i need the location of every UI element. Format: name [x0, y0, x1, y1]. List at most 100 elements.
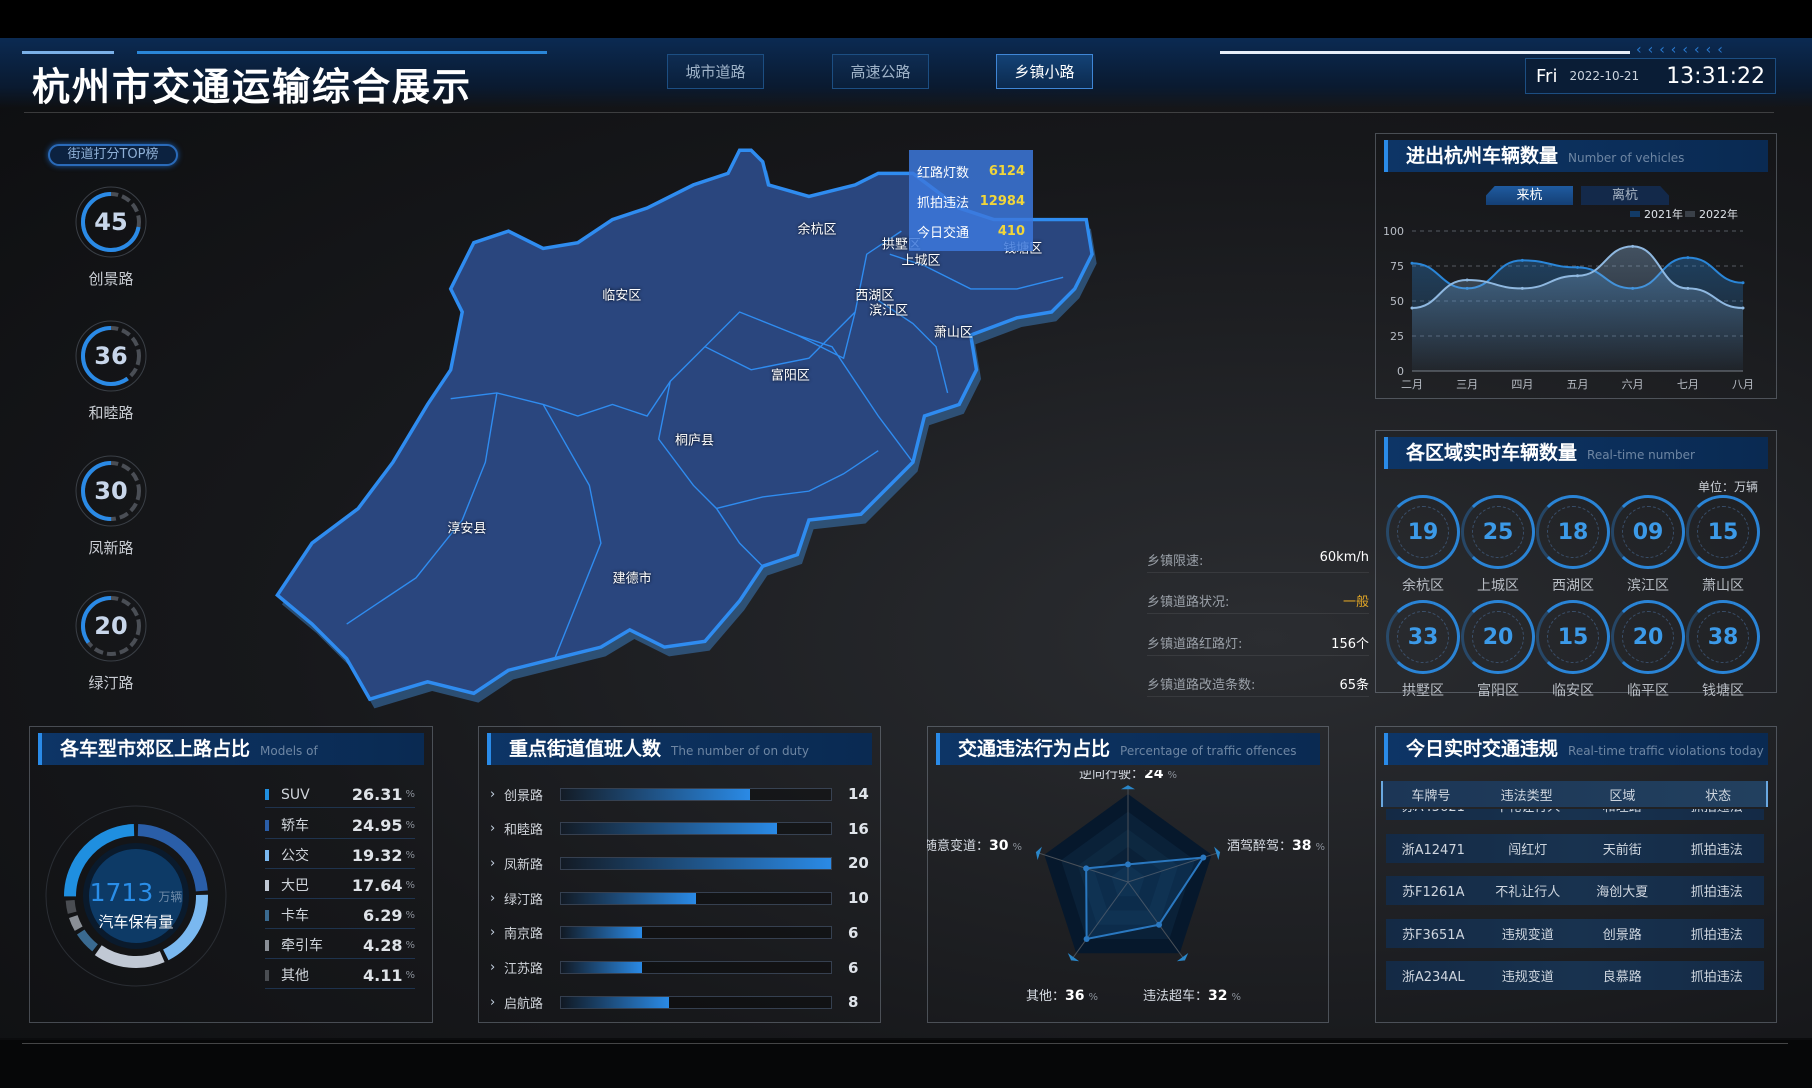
score-value: 20	[94, 612, 127, 640]
region-value: 09	[1611, 495, 1685, 569]
tab-incoming[interactable]: 来杭	[1486, 186, 1573, 205]
total-value: 1713	[89, 878, 154, 907]
bar-row: › 和睦路 16	[490, 819, 870, 839]
panel-header: 今日实时交通违规 Real-time traffic violations tod…	[1384, 733, 1768, 765]
chevron-right-icon: ›	[490, 890, 496, 906]
data-point	[1520, 258, 1524, 262]
vehicles-panel: 进出杭州车辆数量 Number of vehicles 来杭 离杭	[1375, 133, 1777, 399]
region-name: 拱墅区	[1402, 683, 1444, 699]
radar-label-unit: %	[1168, 770, 1178, 781]
bar-value: 16	[848, 819, 869, 838]
region-value: 38	[1686, 600, 1760, 674]
legend-label: SUV	[281, 786, 310, 803]
street-name: 创景路	[88, 270, 134, 288]
donut-center: 1713 万辆 汽车保有量	[66, 878, 206, 932]
map-district-label: 滨江区	[869, 303, 909, 319]
score-ring: 30	[75, 455, 147, 527]
legend-label: 2022年	[1699, 207, 1738, 221]
score-ring: 36	[75, 320, 147, 392]
bar-fill	[561, 996, 669, 1008]
x-tick-label: 六月	[1622, 378, 1644, 391]
x-tick-label: 七月	[1677, 378, 1699, 391]
radar-axis	[1127, 881, 1186, 961]
legend-marker	[265, 909, 269, 921]
table-cell: 不礼让行人	[1495, 885, 1561, 900]
axis-arrow-icon	[1176, 952, 1189, 962]
tooltip-label: 今日交通	[917, 225, 970, 241]
chevron-right-icon: ›	[490, 925, 496, 941]
legend-item: 卡车 6.29%	[265, 905, 415, 929]
bar-fill	[561, 962, 642, 973]
radar-label-name: 酒驾醉驾	[1227, 838, 1279, 854]
street-score-item: 30 凤新路	[73, 453, 149, 558]
bar-label: 和睦路	[504, 823, 544, 839]
radar-label-unit: %	[1089, 992, 1099, 1003]
table-cell: 浙A12471	[1401, 842, 1465, 858]
legend-value: 4.28	[363, 935, 403, 955]
tab-outgoing[interactable]: 离杭	[1581, 186, 1669, 205]
info-value: 一般	[1342, 595, 1369, 610]
duty-panel: 重点街道值班人数 The number of on duty	[478, 726, 881, 1023]
data-point	[1465, 278, 1469, 282]
map-district-label: 临安区	[602, 288, 642, 304]
info-row: 乡镇道路红路灯: 156个	[1147, 633, 1369, 656]
table-row[interactable]: 浙A234AL 违规变道 良慕路 抓拍违法	[1386, 961, 1764, 990]
district-borders	[346, 230, 1064, 659]
bar-label: 创景路	[504, 788, 544, 804]
tooltip-label: 抓拍违法	[917, 195, 970, 211]
radar-label: 逆向行驶：24%	[1079, 770, 1177, 782]
region-value: 20	[1611, 600, 1685, 674]
donut-slice-牵引车	[69, 915, 83, 931]
panel-header: 各区域实时车辆数量 Real-time number	[1384, 437, 1768, 469]
map-district-label: 建德市	[612, 571, 652, 587]
legend-percent-sign: %	[405, 879, 415, 891]
region-name: 萧山区	[1702, 578, 1744, 594]
street-top-label: 街道打分TOP榜	[48, 144, 178, 166]
series-area	[1412, 246, 1743, 371]
bar-label: 江苏路	[504, 962, 544, 977]
tab-highway[interactable]: 高速公路	[832, 54, 929, 89]
legend-value: 4.11	[363, 965, 403, 985]
tab-city-road[interactable]: 城市道路	[667, 54, 764, 89]
bar-fill	[561, 857, 831, 869]
panel-title: 今日实时交通违规	[1406, 738, 1559, 760]
tab-town-road[interactable]: 乡镇小路	[996, 54, 1093, 89]
tooltip-row: 红路灯数 6124	[917, 156, 1025, 186]
table-row[interactable]: 苏F1261A 不礼让行人 海创大夏 抓拍违法	[1386, 876, 1764, 905]
table-cell: 和睦路	[1575, 809, 1670, 815]
map-district-label: 富阳区	[770, 368, 810, 384]
table-row[interactable]: 苏F3651A 违规变道 创景路 抓拍违法	[1386, 918, 1764, 948]
street-name: 绿汀路	[88, 674, 134, 692]
clock: Fri 2022-10-21 13:31:22	[1525, 58, 1776, 94]
data-point	[1410, 306, 1414, 310]
radar-label: 酒驾醉驾：38%	[1227, 838, 1325, 854]
region-value: 15	[1536, 600, 1610, 674]
table-cell: 苏A45621	[1386, 809, 1481, 815]
info-row: 乡镇道路改造条数: 65条	[1147, 674, 1369, 697]
bar-track	[560, 856, 832, 870]
table-cell: 苏F3651A	[1402, 927, 1465, 943]
table-body[interactable]: 苏A45621不礼让行人和睦路抓拍违法浙A12471闯红灯天前街抓拍违法苏F12…	[1381, 809, 1768, 1039]
score-ring: 20	[75, 590, 147, 662]
panel-subtitle: Real-time number	[1587, 448, 1695, 462]
legend-label: 大巴	[281, 878, 309, 894]
legend-percent-sign: %	[405, 939, 415, 951]
radar-axis	[1035, 851, 1129, 883]
region-name: 滨江区	[1627, 578, 1669, 594]
panel-title: 各区域实时车辆数量	[1406, 442, 1578, 464]
radar-point	[1125, 861, 1131, 868]
legend-value: 17.64	[351, 875, 403, 895]
region-item: 38 钱塘区	[1683, 600, 1763, 700]
table-row[interactable]: 苏A45621不礼让行人和睦路抓拍违法	[1386, 809, 1764, 820]
radar-label-unit: %	[1316, 842, 1326, 853]
region-item: 20 富阳区	[1458, 600, 1538, 700]
map-tooltip: 红路灯数 6124 抓拍违法 12984 今日交通 410	[909, 150, 1033, 251]
region-item: 15 临安区	[1533, 600, 1613, 700]
radar-label-unit: %	[1232, 992, 1242, 1003]
table-row[interactable]: 浙A12471 闯红灯 天前街 抓拍违法	[1386, 833, 1764, 863]
panel-subtitle: The number of on duty	[671, 744, 809, 758]
legend-item: 公交 19.32%	[265, 845, 415, 869]
radar-label-name: 其他	[1026, 989, 1052, 1004]
street-name: 凤新路	[88, 539, 134, 557]
